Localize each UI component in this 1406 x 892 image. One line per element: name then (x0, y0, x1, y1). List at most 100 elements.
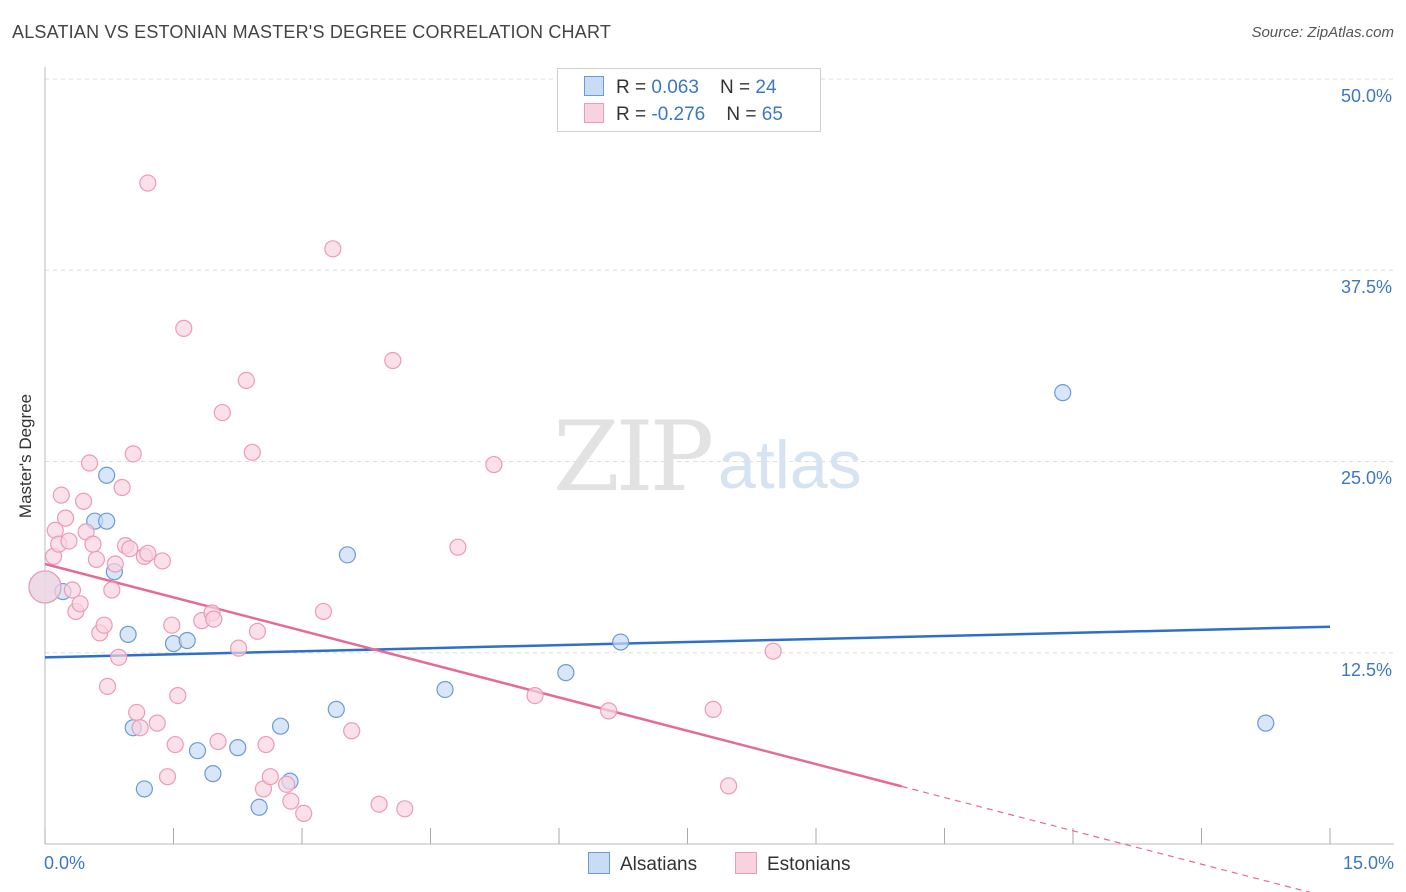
watermark-atlas: atlas (718, 427, 862, 503)
data-point-estonians (384, 351, 402, 370)
data-point-estonians (213, 403, 231, 422)
trend-line-extension-estonians (901, 785, 1312, 892)
data-point-estonians (60, 532, 78, 550)
watermark-zip: ZIP (553, 401, 712, 513)
data-point-estonians (209, 732, 227, 751)
data-point-estonians (87, 550, 106, 569)
correlation-legend: R = 0.063 N = 24 R = -0.276 N = 65 (557, 68, 821, 132)
data-point-estonians (248, 622, 267, 640)
data-point-estonians (128, 703, 146, 722)
data-point-alsatians (188, 742, 207, 760)
data-point-estonians (131, 719, 149, 737)
legend-r-label: R = (616, 104, 652, 125)
legend-r-label: R = (616, 77, 652, 98)
data-point-alsatians (436, 680, 454, 699)
data-point-estonians (158, 768, 177, 786)
data-point-estonians (237, 371, 255, 390)
data-point-estonians (600, 702, 618, 720)
data-point-estonians (84, 535, 102, 553)
legend-item-estonians[interactable]: Estonians (735, 852, 850, 876)
data-point-estonians (63, 581, 82, 599)
data-point-estonians (98, 677, 117, 696)
trend-line-alsatians (44, 625, 1331, 659)
x-tick-label-max: 15.0% (1342, 853, 1394, 873)
legend-swatch-pink (735, 852, 757, 874)
y-tick-label-25: 25.0% (1340, 468, 1392, 488)
data-point-estonians (324, 240, 342, 258)
legend-swatch-pink (584, 103, 604, 123)
data-point-estonians (526, 686, 544, 705)
data-point-estonians (139, 174, 157, 192)
data-point-estonians (261, 768, 279, 786)
legend-n-label: N = (726, 104, 762, 125)
y-tick-label-12-5: 12.5% (1340, 660, 1392, 680)
data-point-estonians (163, 616, 181, 634)
legend-label: Estonians (767, 854, 851, 875)
data-point-estonians (74, 492, 93, 510)
data-point-estonians (314, 602, 333, 621)
data-point-estonians (71, 595, 89, 613)
data-point-estonians (124, 445, 142, 463)
legend-swatch-blue (584, 76, 604, 96)
data-point-estonians (28, 570, 62, 604)
data-point-estonians (121, 540, 139, 558)
data-point-alsatians (229, 739, 247, 757)
legend-n-value: 24 (755, 77, 777, 98)
data-point-estonians (370, 795, 388, 813)
data-point-alsatians (271, 717, 290, 735)
data-point-alsatians (1054, 384, 1072, 402)
data-point-alsatians (1257, 714, 1275, 732)
legend-row-estonians: R = -0.276 N = 65 (584, 103, 783, 126)
data-point-estonians (485, 455, 503, 474)
data-point-estonians (139, 544, 157, 562)
data-point-estonians (704, 700, 722, 718)
watermark: ZIP atlas (553, 401, 862, 513)
data-point-alsatians (338, 546, 357, 564)
data-point-alsatians (557, 664, 575, 682)
data-point-estonians (52, 486, 70, 504)
data-point-estonians (95, 616, 113, 634)
grid-lines (45, 78, 1394, 654)
data-point-estonians (153, 552, 171, 570)
data-point-estonians (56, 509, 75, 527)
data-points (28, 174, 1275, 823)
data-point-alsatians (612, 633, 630, 651)
trend-line-estonians (44, 562, 902, 788)
data-point-estonians (103, 581, 121, 599)
data-point-estonians (257, 735, 275, 754)
data-point-estonians (396, 800, 414, 818)
data-point-estonians (148, 714, 166, 732)
legend-item-alsatians[interactable]: Alsatians (588, 852, 697, 876)
data-point-estonians (175, 319, 193, 337)
data-point-estonians (230, 639, 248, 657)
data-point-alsatians (327, 700, 345, 718)
data-point-alsatians (135, 780, 153, 798)
data-point-estonians (282, 792, 300, 810)
data-point-estonians (449, 538, 467, 556)
data-point-alsatians (250, 798, 268, 816)
data-point-alsatians (204, 765, 222, 783)
legend-row-alsatians: R = 0.063 N = 24 (584, 76, 777, 99)
source-label: Source: ZipAtlas.com (1251, 24, 1394, 41)
data-point-estonians (205, 610, 223, 628)
y-tick-label-50: 50.0% (1340, 86, 1392, 106)
data-point-estonians (113, 478, 131, 497)
data-point-estonians (110, 648, 128, 666)
x-tick-label-min: 0.0% (44, 853, 86, 873)
data-point-alsatians (98, 512, 116, 530)
data-point-estonians (277, 775, 296, 793)
trend-lines (44, 562, 1331, 892)
data-point-estonians (295, 804, 313, 823)
axes (44, 67, 1394, 845)
y-tick-label-37-5: 37.5% (1340, 277, 1392, 297)
legend-n-value: 65 (761, 104, 783, 125)
data-point-estonians (343, 722, 361, 740)
data-point-alsatians (119, 625, 137, 643)
data-point-alsatians (178, 631, 196, 650)
legend-n-label: N = (720, 77, 756, 98)
data-point-estonians (106, 555, 124, 573)
data-point-estonians (80, 454, 99, 472)
data-point-estonians (169, 686, 187, 705)
data-point-estonians (764, 642, 782, 660)
